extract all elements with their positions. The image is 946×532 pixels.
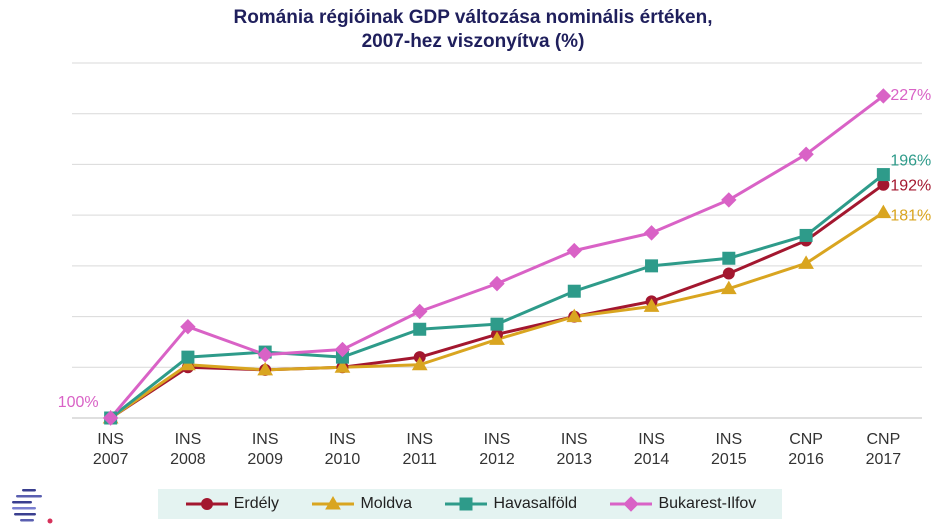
x-tick-label: INS 2010 [325, 431, 361, 468]
data-point [411, 356, 428, 371]
legend-label: Erdély [233, 495, 280, 512]
end-value-label: 227% [890, 87, 931, 104]
data-point [413, 322, 427, 336]
end-value-label: 181% [890, 208, 931, 225]
data-point [875, 204, 892, 219]
data-point [720, 280, 737, 295]
data-point [489, 331, 505, 345]
x-tick-label: INS 2009 [247, 431, 283, 468]
x-tick-label: CNP 2017 [866, 431, 902, 468]
x-tick-label: INS 2007 [93, 431, 129, 468]
legend-item: Havasalföld [443, 495, 577, 513]
data-point [645, 259, 659, 273]
gridlines [72, 62, 922, 368]
data-point [876, 168, 890, 182]
legend-item: Moldva [310, 495, 412, 513]
data-point [180, 356, 196, 371]
chart-title-line-1: Románia régióinak GDP változása nomináli… [233, 7, 713, 28]
legend-label: Moldva [360, 495, 413, 512]
data-point [566, 308, 583, 323]
data-point [722, 251, 736, 265]
data-point [798, 255, 814, 269]
data-point [567, 284, 581, 298]
data-point [799, 228, 813, 242]
legend-swatch [312, 496, 355, 510]
chart-title: Románia régióinak GDP változása nomináli… [0, 6, 946, 54]
x-axis: INS 2007 INS 2008 INS 2009 INS 2010 INS 2011 INS 20… [72, 417, 922, 468]
legend-swatch [185, 498, 228, 510]
x-tick-label: INS 2011 [403, 431, 438, 468]
series-line [109, 211, 885, 420]
data-point [325, 496, 342, 510]
end-value-label: 192% [890, 178, 931, 195]
x-tick-label: INS 2013 [556, 431, 592, 468]
legend-label: Havasalföld [493, 495, 578, 512]
x-tick-label: INS 2015 [711, 431, 747, 468]
x-tick-label: INS 2008 [170, 431, 206, 468]
data-point [102, 410, 119, 426]
data-point [798, 146, 814, 162]
data-point [875, 88, 892, 104]
legend-item: Bukarest-Ilfov [608, 495, 756, 513]
data-point [459, 497, 473, 511]
series-line [109, 183, 885, 420]
legend-swatch [610, 496, 653, 512]
legend-swatch [445, 497, 488, 511]
data-point [490, 317, 504, 331]
data-point [722, 267, 735, 280]
x-tick-label: CNP 2016 [788, 431, 824, 468]
logo-icon [12, 489, 53, 524]
data-point [566, 242, 582, 259]
series-line [109, 173, 885, 420]
data-point [412, 303, 428, 320]
data-point [181, 350, 195, 364]
data-point [334, 359, 351, 373]
data-point [200, 498, 213, 510]
data-point [257, 346, 273, 363]
data-point [334, 341, 351, 358]
x-tick-label: INS 2014 [634, 431, 670, 468]
data-point [643, 298, 660, 312]
chart-title-line-2: 2007-hez viszonyítva (%) [361, 31, 585, 52]
data-point [257, 361, 274, 376]
data-point [721, 192, 737, 208]
legend-label: Bukarest-Ilfov [658, 495, 757, 512]
start-value-label: 100% [58, 394, 99, 411]
series-lines [102, 88, 892, 426]
data-point [643, 225, 660, 241]
data-point [180, 319, 196, 335]
data-point [489, 275, 505, 292]
legend-item: Erdély [184, 495, 279, 513]
end-value-label: 196% [890, 153, 931, 170]
legend: Erdély Moldva Havasalföld Bukarest-Ilfov [158, 489, 782, 519]
data-labels: 192% 181% 196% 227% 100% [58, 87, 932, 411]
data-point [623, 496, 640, 512]
x-tick-label: INS 2012 [479, 431, 515, 468]
